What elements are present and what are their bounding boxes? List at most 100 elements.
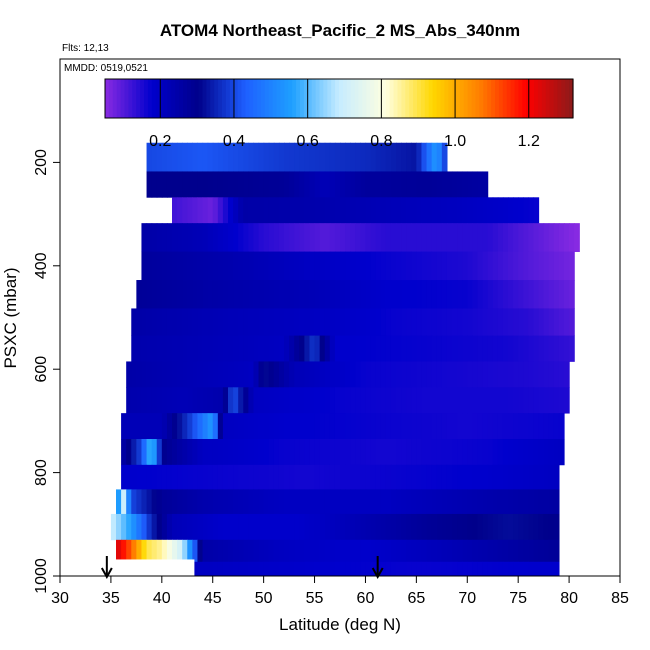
heatmap-cell <box>431 171 438 198</box>
heatmap-cell <box>457 439 463 466</box>
heatmap-cell <box>523 361 529 388</box>
heatmap-cell <box>248 361 255 388</box>
heatmap-cell <box>426 223 433 252</box>
heatmap-cell <box>508 539 514 563</box>
heatmap-cell <box>182 251 188 281</box>
heatmap-cell <box>156 413 163 440</box>
heatmap-cell <box>396 223 402 252</box>
heatmap-cell <box>304 280 311 309</box>
heatmap-cell <box>513 335 519 362</box>
heatmap-cell <box>355 464 361 490</box>
heatmap-cell <box>228 489 234 515</box>
heatmap-cell <box>166 280 173 309</box>
heatmap-cell <box>273 413 280 440</box>
heatmap-cell <box>497 513 504 541</box>
colorbar-swatch <box>120 79 126 118</box>
heatmap-cell <box>411 142 417 172</box>
heatmap-cell <box>548 280 555 309</box>
heatmap-cell <box>187 439 193 466</box>
heatmap-cell <box>492 413 499 440</box>
heatmap-cell <box>513 561 519 577</box>
heatmap-cell <box>228 335 234 362</box>
heatmap-cell <box>533 251 540 281</box>
heatmap-cell <box>172 439 178 466</box>
heatmap-cell <box>462 251 468 281</box>
colorbar-swatch <box>155 79 161 118</box>
heatmap-cell <box>457 251 463 281</box>
heatmap-cell <box>436 439 443 466</box>
heatmap-cell <box>289 439 295 466</box>
heatmap-cell <box>421 561 428 577</box>
heatmap-cell <box>543 561 550 577</box>
heatmap-cell <box>324 280 331 309</box>
heatmap-cell <box>268 539 275 563</box>
heatmap-cell <box>207 387 214 414</box>
heatmap-cell <box>543 223 550 252</box>
heatmap-cell <box>278 197 285 224</box>
heatmap-cell <box>421 387 428 414</box>
heatmap-cell <box>467 439 473 466</box>
heatmap-cell <box>441 561 448 577</box>
heatmap-cell <box>166 251 173 281</box>
heatmap-cell <box>441 223 448 252</box>
heatmap-cell <box>564 251 570 281</box>
heatmap-cell <box>518 361 524 388</box>
heatmap-cell <box>207 464 214 490</box>
heatmap-cell <box>177 539 183 563</box>
heatmap-cell <box>365 197 372 224</box>
heatmap-cell <box>421 464 428 490</box>
heatmap-cell <box>355 361 361 388</box>
heatmap-cell <box>314 561 321 577</box>
heatmap-cell <box>462 361 468 388</box>
heatmap-cell <box>543 464 550 490</box>
heatmap-cell <box>518 251 524 281</box>
heatmap-cell <box>472 387 479 414</box>
colorbar-swatch <box>502 79 508 118</box>
heatmap-cell <box>482 280 489 309</box>
heatmap-cell <box>411 387 417 414</box>
colorbar-swatch <box>175 79 180 118</box>
heatmap-cell <box>314 171 321 198</box>
heatmap-cell <box>548 489 555 515</box>
heatmap-cell <box>553 539 560 563</box>
heatmap-cell <box>543 387 550 414</box>
heatmap-cell <box>248 142 255 172</box>
heatmap-cell <box>177 439 183 466</box>
heatmap-cell <box>401 513 407 541</box>
heatmap-cell <box>553 280 560 309</box>
heatmap-cell <box>238 439 244 466</box>
heatmap-cell <box>518 464 524 490</box>
heatmap-cell <box>396 489 402 515</box>
heatmap-cell <box>238 413 244 440</box>
heatmap-cell <box>187 197 193 224</box>
heatmap-cell <box>513 308 519 336</box>
heatmap-cell <box>304 223 311 252</box>
heatmap-cell <box>141 308 148 336</box>
colorbar-swatch <box>389 79 395 118</box>
heatmap-cell <box>207 489 214 515</box>
heatmap-cell <box>222 197 229 224</box>
heatmap-cell <box>324 308 331 336</box>
heatmap-cell <box>472 361 479 388</box>
heatmap-cell <box>278 308 285 336</box>
heatmap-cell <box>258 561 265 577</box>
heatmap-cell <box>375 513 382 541</box>
colorbar-swatch <box>374 79 379 118</box>
heatmap-cell <box>146 439 153 466</box>
heatmap-cell <box>253 387 260 414</box>
heatmap-cell <box>390 387 397 414</box>
heatmap-cell <box>375 489 382 515</box>
heatmap-cell <box>309 142 316 172</box>
heatmap-cell <box>390 142 397 172</box>
heatmap-cell <box>177 513 183 541</box>
heatmap-cell <box>513 387 519 414</box>
heatmap-cell <box>299 539 305 563</box>
heatmap-cell <box>558 335 565 362</box>
heatmap-cell <box>187 489 193 515</box>
heatmap-cell <box>329 561 336 577</box>
heatmap-cell <box>462 223 468 252</box>
heatmap-cell <box>441 539 448 563</box>
heatmap-cell <box>548 335 555 362</box>
heatmap-cell <box>289 308 295 336</box>
